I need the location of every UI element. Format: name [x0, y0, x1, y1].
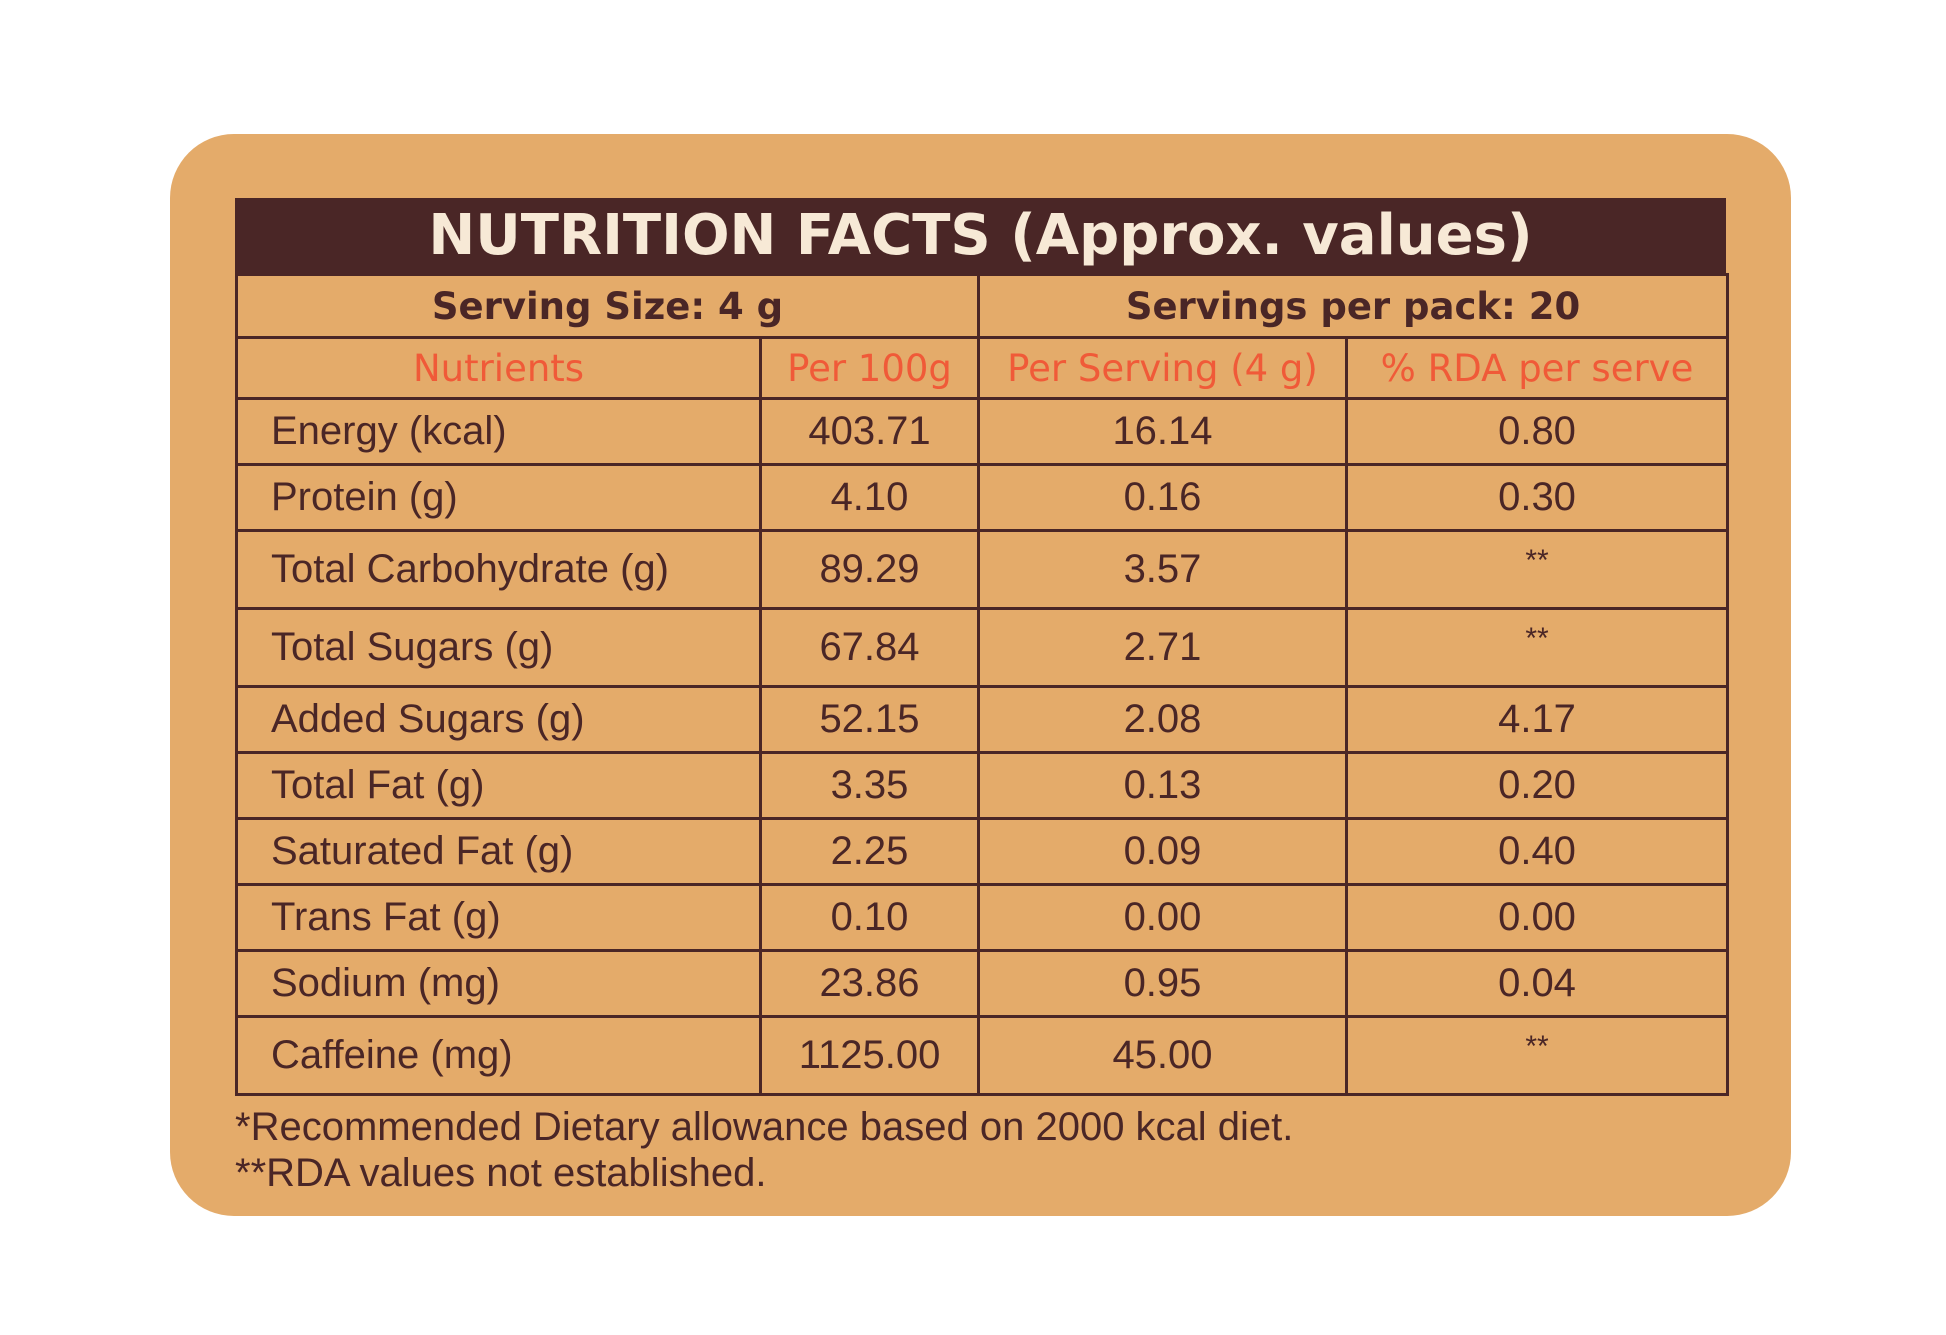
rda-value: 0.40: [1344, 817, 1730, 886]
servings-per-pack: Servings per pack: 20: [976, 273, 1730, 339]
per-100g-value: 403.71: [759, 397, 980, 466]
per-100g-value: 89.29: [759, 529, 980, 610]
rda-value: 4.17: [1344, 685, 1730, 754]
per-100g-value: 52.15: [759, 685, 980, 754]
table-row: Added Sugars (g) 52.15 2.08 4.17: [235, 685, 1730, 754]
per-serving-value: 45.00: [977, 1015, 1348, 1096]
footnotes: *Recommended Dietary allowance based on …: [235, 1104, 1726, 1196]
per-serving-value: 0.16: [977, 463, 1348, 532]
header-per-100g: Per 100g: [759, 336, 980, 400]
rda-value: 0.80: [1344, 397, 1730, 466]
nutrition-card: NUTRITION FACTS (Approx. values) Serving…: [170, 134, 1791, 1216]
per-serving-value: 0.00: [977, 883, 1348, 952]
per-serving-value: 2.71: [977, 607, 1348, 688]
table-row: Saturated Fat (g) 2.25 0.09 0.40: [235, 817, 1730, 886]
per-100g-value: 1125.00: [759, 1015, 980, 1096]
rda-value: **: [1344, 529, 1730, 610]
nutrient-name: Trans Fat (g): [235, 883, 762, 952]
rda-value: 0.20: [1344, 751, 1730, 820]
per-100g-value: 67.84: [759, 607, 980, 688]
rda-value: 0.30: [1344, 463, 1730, 532]
per-100g-value: 2.25: [759, 817, 980, 886]
table-row: Protein (g) 4.10 0.16 0.30: [235, 463, 1730, 532]
nutrient-name: Total Fat (g): [235, 751, 762, 820]
serving-row: Serving Size: 4 g Servings per pack: 20: [235, 273, 1730, 339]
nutrient-name: Sodium (mg): [235, 949, 762, 1018]
footnote-rda-not-established: **RDA values not established.: [235, 1151, 767, 1195]
per-100g-value: 0.10: [759, 883, 980, 952]
per-serving-value: 16.14: [977, 397, 1348, 466]
rda-value: 0.00: [1344, 883, 1730, 952]
table-title: NUTRITION FACTS (Approx. values): [235, 198, 1726, 273]
per-100g-value: 4.10: [759, 463, 980, 532]
rda-value: **: [1344, 1015, 1730, 1096]
nutrient-name: Energy (kcal): [235, 397, 762, 466]
table-row: Total Fat (g) 3.35 0.13 0.20: [235, 751, 1730, 820]
table-row: Energy (kcal) 403.71 16.14 0.80: [235, 397, 1730, 466]
header-row: Nutrients Per 100g Per Serving (4 g) % R…: [235, 336, 1730, 400]
table-row: Caffeine (mg) 1125.00 45.00 **: [235, 1015, 1730, 1096]
nutrition-table: Serving Size: 4 g Servings per pack: 20 …: [235, 273, 1730, 1096]
per-serving-value: 3.57: [977, 529, 1348, 610]
nutrition-panel: NUTRITION FACTS (Approx. values) Serving…: [235, 198, 1730, 1196]
per-serving-value: 0.95: [977, 949, 1348, 1018]
header-rda: % RDA per serve: [1344, 336, 1730, 400]
header-per-serving: Per Serving (4 g): [977, 336, 1348, 400]
nutrient-name: Total Carbohydrate (g): [235, 529, 762, 610]
nutrient-name: Protein (g): [235, 463, 762, 532]
per-100g-value: 23.86: [759, 949, 980, 1018]
nutrient-name: Caffeine (mg): [235, 1015, 762, 1096]
table-row: Total Carbohydrate (g) 89.29 3.57 **: [235, 529, 1730, 610]
per-serving-value: 0.09: [977, 817, 1348, 886]
header-nutrients: Nutrients: [235, 336, 762, 400]
per-serving-value: 0.13: [977, 751, 1348, 820]
nutrient-name: Added Sugars (g): [235, 685, 762, 754]
table-row: Sodium (mg) 23.86 0.95 0.04: [235, 949, 1730, 1018]
table-row: Trans Fat (g) 0.10 0.00 0.00: [235, 883, 1730, 952]
rda-value: **: [1344, 607, 1730, 688]
nutrient-name: Saturated Fat (g): [235, 817, 762, 886]
rda-value: 0.04: [1344, 949, 1730, 1018]
per-serving-value: 2.08: [977, 685, 1348, 754]
serving-size: Serving Size: 4 g: [235, 273, 980, 339]
nutrient-name: Total Sugars (g): [235, 607, 762, 688]
footnote-rda-basis: *Recommended Dietary allowance based on …: [235, 1105, 1294, 1149]
table-row: Total Sugars (g) 67.84 2.71 **: [235, 607, 1730, 688]
per-100g-value: 3.35: [759, 751, 980, 820]
